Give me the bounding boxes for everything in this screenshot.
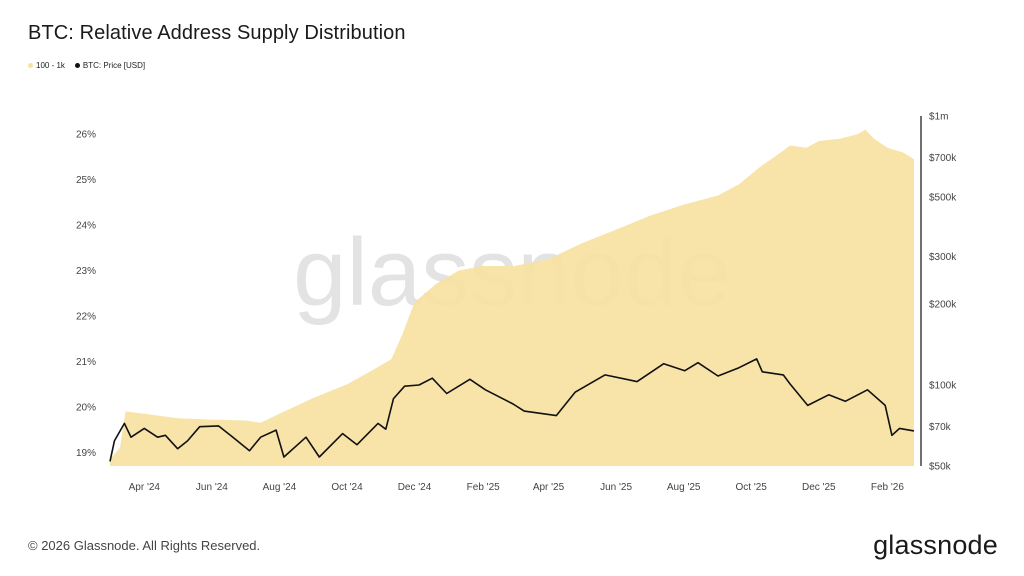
axis-layer: 19% 20% 21% 22% 23% 24% 25% 26% $50k $70k $100k $20… <box>76 112 957 494</box>
y-tick-left: 26% <box>76 130 96 141</box>
x-tick: Aug '25 <box>667 482 701 493</box>
x-tick: Apr '25 <box>533 482 565 493</box>
y-tick-left: 24% <box>76 221 96 232</box>
x-tick: Jun '24 <box>196 482 228 493</box>
copyright-notice: © 2026 Glassnode. All Rights Reserved. <box>28 538 261 553</box>
x-tick: Feb '25 <box>467 482 500 493</box>
y-tick-right: $70k <box>929 422 952 433</box>
line-layer <box>109 358 915 462</box>
x-tick: Dec '25 <box>802 482 836 493</box>
x-tick: Oct '24 <box>331 482 363 493</box>
legend-swatch-price <box>74 63 80 68</box>
x-tick: Jun '25 <box>600 482 632 493</box>
y-tick-right: $500k <box>929 193 957 204</box>
legend-label-price: BTC: Price [USD] <box>82 61 146 70</box>
series-area-address-band <box>110 129 914 466</box>
y-tick-right: $50k <box>929 462 952 473</box>
series-line-price <box>109 358 915 462</box>
legend-swatch-address-band <box>28 63 33 68</box>
x-tick: Aug '24 <box>263 482 297 493</box>
legend-item-address-band[interactable]: 100 - 1k <box>28 61 65 70</box>
y-tick-right: $200k <box>929 300 957 311</box>
y-tick-left: 25% <box>76 175 96 186</box>
y-tick-right: $700k <box>929 153 957 164</box>
y-tick-left: 22% <box>76 312 96 323</box>
y-tick-left: 21% <box>76 357 96 368</box>
x-tick: Feb '26 <box>871 482 904 493</box>
y-tick-left: 20% <box>76 402 96 413</box>
x-tick: Oct '25 <box>736 482 768 493</box>
y-tick-right: $1m <box>929 112 948 123</box>
y-tick-left: 23% <box>76 266 96 277</box>
brand-logo: glassnode <box>873 530 998 560</box>
x-tick: Apr '24 <box>129 482 161 493</box>
legend-label-address-band: 100 - 1k <box>36 61 65 70</box>
x-tick: Dec '24 <box>398 482 432 493</box>
legend-item-price[interactable]: BTC: Price [USD] <box>74 61 146 70</box>
area-layer <box>110 129 914 466</box>
chart-title: BTC: Relative Address Supply Distributio… <box>28 22 406 44</box>
legend: 100 - 1k BTC: Price [USD] <box>28 61 145 70</box>
y-tick-left: 19% <box>76 448 96 459</box>
y-tick-right: $300k <box>929 252 957 263</box>
y-tick-right: $100k <box>929 381 957 392</box>
